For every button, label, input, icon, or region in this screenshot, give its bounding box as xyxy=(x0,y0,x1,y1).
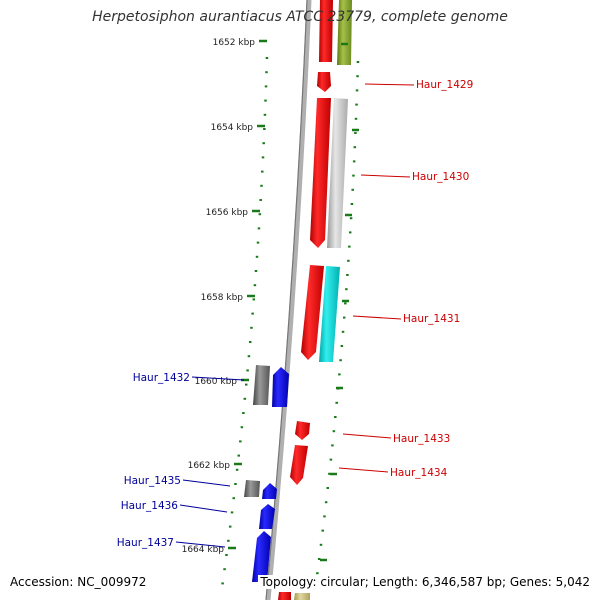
gene-leader-line xyxy=(191,376,245,381)
gene-leader-line xyxy=(360,174,411,178)
gene-glyph-dark-feature[interactable] xyxy=(253,365,270,405)
accession-label: Accession: NC_009972 xyxy=(8,575,149,589)
gene-labels: Haur_1429 Haur_1430 Haur_1431 Haur_1433 Haur… xyxy=(117,79,474,549)
scale-tick-label: 1662 kbp xyxy=(188,461,231,471)
scale-tick-label: 1652 kbp xyxy=(213,38,256,48)
gene-glyph-haur-1430[interactable] xyxy=(310,98,331,248)
gene-label-haur-1435[interactable]: Haur_1435 xyxy=(124,475,181,487)
scale-tick-label: 1664 kbp xyxy=(182,545,225,555)
gene-leader-line xyxy=(352,315,402,320)
gene-label-haur-1432[interactable]: Haur_1432 xyxy=(133,372,190,384)
gene-glyph[interactable] xyxy=(294,593,310,600)
gene-label-haur-1431[interactable]: Haur_1431 xyxy=(403,313,460,325)
gene-label-haur-1436[interactable]: Haur_1436 xyxy=(121,500,179,512)
gene-leader-line xyxy=(338,467,389,473)
gene-glyph-dark-feature-2[interactable] xyxy=(244,480,260,497)
gene-glyph-haur-1431[interactable] xyxy=(301,265,324,360)
gene-leader-line xyxy=(175,541,226,548)
gene-glyph-gray-feature[interactable] xyxy=(327,98,348,248)
gene-glyph-haur-1436[interactable] xyxy=(259,504,275,529)
gene-label-haur-1433[interactable]: Haur_1433 xyxy=(393,433,450,445)
scale-dashes xyxy=(221,42,360,589)
gene-leader-line xyxy=(182,479,231,487)
genome-backbone xyxy=(265,0,312,601)
gene-glyph-haur-1432[interactable] xyxy=(272,367,289,407)
gene-glyphs xyxy=(244,0,352,600)
gene-glyph-haur-1437[interactable] xyxy=(252,531,271,582)
scale-tick-label: 1658 kbp xyxy=(201,293,244,303)
gene-glyph[interactable] xyxy=(278,592,291,600)
scale-tick-label: 1660 kbp xyxy=(195,377,238,387)
gene-leader-line xyxy=(342,433,392,439)
gene-glyph-haur-1433[interactable] xyxy=(295,421,310,440)
gene-label-haur-1437[interactable]: Haur_1437 xyxy=(117,537,174,549)
genome-title: Herpetosiphon aurantiacus ATCC 23779, co… xyxy=(92,9,508,25)
gene-glyph-rna-feature[interactable] xyxy=(319,266,340,362)
scale-tick-label: 1654 kbp xyxy=(211,123,254,133)
gene-label-haur-1434[interactable]: Haur_1434 xyxy=(390,467,448,479)
gene-leader-line xyxy=(364,83,415,86)
gene-glyph-haur-1429[interactable] xyxy=(317,72,331,92)
gene-glyph[interactable] xyxy=(319,0,333,62)
gene-label-haur-1429[interactable]: Haur_1429 xyxy=(416,79,473,91)
gene-glyph-haur-1434[interactable] xyxy=(290,445,308,485)
scale-tick-label: 1656 kbp xyxy=(206,208,249,218)
gene-glyph-haur-1435[interactable] xyxy=(262,483,277,499)
genome-summary: Topology: circular; Length: 6,346,587 bp… xyxy=(258,575,592,589)
scale-ticks: 1652 kbp 1654 kbp 1656 kbp 1658 kbp 1660 kbp… xyxy=(182,38,267,555)
gene-glyph[interactable] xyxy=(337,0,352,65)
gene-label-haur-1430[interactable]: Haur_1430 xyxy=(412,171,469,183)
gene-leader-line xyxy=(179,504,228,513)
